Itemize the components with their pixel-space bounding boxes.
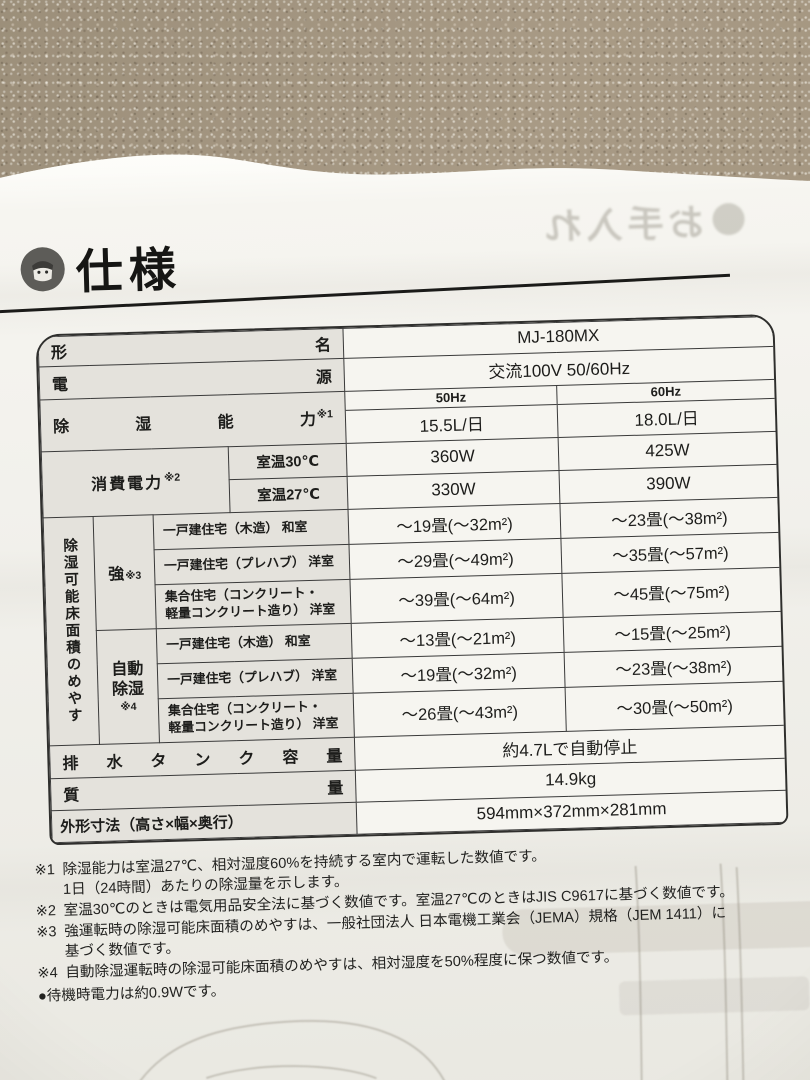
power-label: 電 源 bbox=[51, 368, 333, 394]
spec-table: 形 名 MJ-180MX 電 源 交流100V 50/60Hz 除 湿 能 力 … bbox=[35, 313, 788, 844]
area-value-50hz: ～26畳(～43m²) bbox=[353, 687, 566, 737]
footnote-marker: ※4 bbox=[37, 965, 58, 982]
consumption-condition-30c: 室温30℃ bbox=[228, 443, 347, 479]
housing-type: 一戸建住宅（木造） 和室 bbox=[153, 509, 349, 549]
area-value-50hz: ～19畳(～32m²) bbox=[348, 503, 561, 544]
mode-strong-label: 強 bbox=[107, 566, 125, 584]
page-content: 仕様 形 名 MJ-180MX 電 源 交流100V 50/60Hz 除 bbox=[0, 121, 810, 1009]
area-value-50hz: ～29畳(～49m²) bbox=[349, 538, 562, 579]
mode-auto-note: ※4 bbox=[120, 700, 137, 713]
mode-strong-note: ※3 bbox=[125, 569, 142, 583]
housing-type: 一戸建住宅（木造） 和室 bbox=[156, 623, 352, 663]
capacity-50hz-value: 15.5L/日 bbox=[419, 414, 485, 436]
mode-auto-label: 自動除湿 bbox=[111, 660, 145, 699]
area-value-50hz: ～39畳(～64m²) bbox=[350, 573, 563, 623]
floor-area-side-label: 除湿可能床面積のめやす bbox=[60, 537, 83, 725]
footnotes: ※1 除湿能力は室温27℃、相対湿度60%を持続する室内で運転した数値です。 1… bbox=[34, 839, 810, 1008]
section-heading: 仕様 bbox=[19, 213, 795, 304]
capacity-60hz-value: 18.0L/日 bbox=[634, 408, 700, 430]
tank-label: 排 水 タ ン ク 容 量 bbox=[62, 747, 343, 773]
mascot-face-icon bbox=[19, 245, 66, 292]
consumption-note-marker: ※2 bbox=[163, 471, 181, 485]
model-label: 形 名 bbox=[50, 337, 332, 363]
area-value-60hz: ～30畳(～50m²) bbox=[565, 681, 784, 731]
footnote-marker: ※3 bbox=[35, 923, 57, 941]
area-value-60hz: ～45畳(～75m²) bbox=[562, 567, 781, 617]
housing-type: 集合住宅（コンクリート・ 軽量コンクリート造り） 洋室 bbox=[158, 693, 354, 742]
housing-type: 集合住宅（コンクリート・ 軽量コンクリート造り） 洋室 bbox=[155, 579, 351, 628]
consumption-label: 消費電力 bbox=[90, 475, 164, 495]
manual-page: お手入れ 仕様 bbox=[0, 118, 810, 1080]
footnote-marker: ※1 bbox=[34, 861, 56, 879]
capacity-note-marker: ※1 bbox=[316, 408, 334, 421]
consumption-condition-27c: 室温27℃ bbox=[229, 476, 348, 512]
housing-type: 一戸建住宅（プレハブ） 洋室 bbox=[157, 658, 353, 698]
housing-type: 一戸建住宅（プレハブ） 洋室 bbox=[154, 544, 350, 584]
page-title: 仕様 bbox=[75, 242, 183, 299]
show-through-product-sketch bbox=[0, 858, 810, 1080]
area-value-50hz: ～19畳(～32m²) bbox=[352, 652, 565, 693]
weight-label: 質 量 bbox=[63, 780, 344, 806]
capacity-label: 除 湿 能 力 bbox=[52, 411, 317, 437]
footnote-marker: ※2 bbox=[35, 903, 57, 920]
area-value-50hz: ～13畳(～21m²) bbox=[351, 617, 564, 658]
